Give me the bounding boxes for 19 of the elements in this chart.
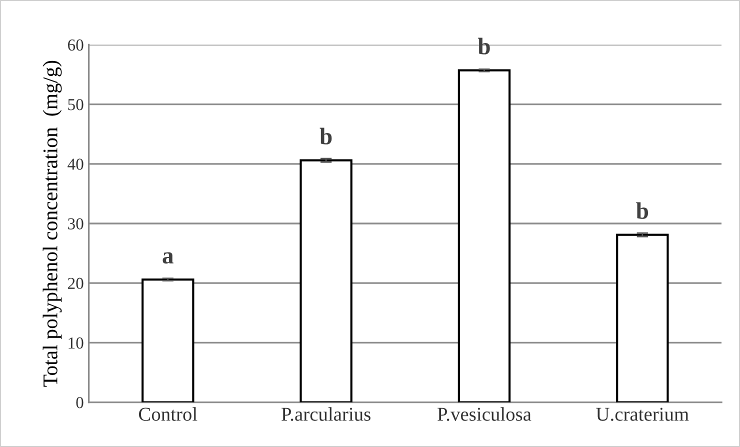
y-tick-label: 30 [68,218,84,230]
x-tick-label: U.craterium [596,408,689,421]
x-tick-label: Control [138,407,198,421]
y-tick-label: 60 [68,39,84,51]
annotation: b [636,202,648,219]
y-tick-label: 20 [68,278,84,290]
y-tick-label: 10 [68,337,84,349]
y-tick-label: 50 [68,99,84,110]
y-tick-label: 0 [76,397,84,408]
bar [458,69,511,402]
x-tick-label: P.arcularius [282,407,370,421]
bar [300,159,352,402]
annotation: a [162,252,174,264]
y-axis-title: Total polyphenol concentration (mg/g) [42,60,62,387]
y-tick-label: 40 [68,158,84,170]
bar [142,278,194,402]
x-tick-label: P.vesiculosa [438,407,532,421]
bar [616,234,669,402]
annotation: b [320,128,332,144]
